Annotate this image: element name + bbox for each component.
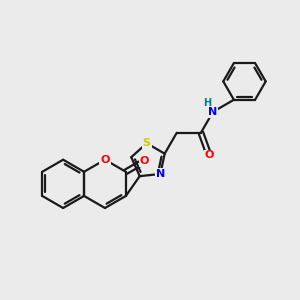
Text: O: O [140, 156, 149, 166]
Text: H: H [204, 98, 212, 108]
Text: S: S [143, 138, 151, 148]
Text: O: O [205, 150, 214, 161]
Text: N: N [208, 107, 217, 117]
Text: O: O [100, 155, 110, 165]
Text: N: N [156, 169, 165, 179]
